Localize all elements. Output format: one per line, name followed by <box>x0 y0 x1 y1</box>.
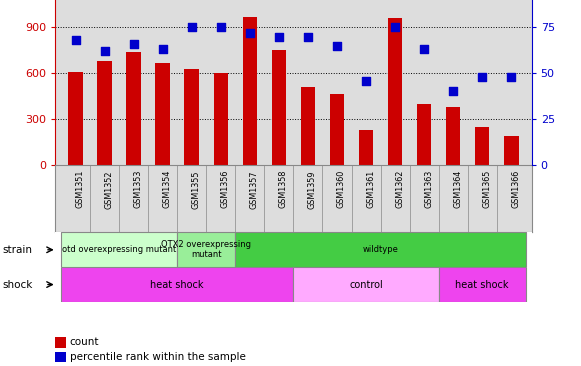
Text: GSM1351: GSM1351 <box>76 170 84 209</box>
Bar <box>330 94 344 165</box>
Bar <box>61 267 293 302</box>
Point <box>100 48 109 54</box>
Point <box>419 46 429 52</box>
Text: shock: shock <box>3 280 33 290</box>
Text: GSM1354: GSM1354 <box>163 170 171 209</box>
Bar <box>156 63 170 165</box>
Text: GSM1356: GSM1356 <box>221 170 229 209</box>
Point <box>129 41 138 47</box>
Point <box>187 25 196 30</box>
Text: OTX2 overexpressing
mutant: OTX2 overexpressing mutant <box>162 240 251 259</box>
Point <box>274 34 284 40</box>
Point <box>478 74 487 80</box>
Text: GSM1365: GSM1365 <box>482 170 491 209</box>
Text: heat shock: heat shock <box>150 280 204 290</box>
Text: percentile rank within the sample: percentile rank within the sample <box>70 352 246 362</box>
Text: heat shock: heat shock <box>456 280 509 290</box>
Bar <box>446 107 460 165</box>
Bar <box>185 69 199 165</box>
Text: GSM1360: GSM1360 <box>337 170 346 208</box>
Text: GSM1361: GSM1361 <box>366 170 375 208</box>
Bar <box>214 73 228 165</box>
Text: GSM1363: GSM1363 <box>424 170 433 208</box>
Point <box>361 78 371 83</box>
Bar <box>272 50 286 165</box>
Text: GSM1359: GSM1359 <box>308 170 317 209</box>
Text: GSM1366: GSM1366 <box>511 170 520 208</box>
Text: GSM1355: GSM1355 <box>192 170 200 209</box>
Point <box>390 25 400 30</box>
Bar <box>504 137 519 165</box>
Bar <box>98 61 112 165</box>
Point <box>245 30 254 36</box>
Text: count: count <box>70 337 99 347</box>
Text: GSM1352: GSM1352 <box>105 170 113 209</box>
Bar <box>439 267 526 302</box>
Text: GSM1362: GSM1362 <box>395 170 404 209</box>
Point <box>332 43 342 49</box>
Point <box>303 34 313 40</box>
Bar <box>235 232 526 267</box>
Text: wildtype: wildtype <box>363 245 399 254</box>
Bar <box>475 127 490 165</box>
Bar <box>359 130 374 165</box>
Bar <box>61 232 177 267</box>
Point <box>507 74 516 80</box>
Bar <box>127 52 141 165</box>
Bar <box>388 18 402 165</box>
Text: GSM1357: GSM1357 <box>250 170 259 209</box>
Bar <box>177 232 235 267</box>
Bar <box>69 72 83 165</box>
Text: GSM1364: GSM1364 <box>453 170 462 208</box>
Text: strain: strain <box>3 245 33 255</box>
Bar <box>243 17 257 165</box>
Point <box>158 46 167 52</box>
Bar <box>417 104 431 165</box>
Text: control: control <box>349 280 383 290</box>
Text: GSM1358: GSM1358 <box>279 170 288 209</box>
Text: GSM1353: GSM1353 <box>134 170 142 209</box>
Text: otd overexpressing mutant: otd overexpressing mutant <box>62 245 176 254</box>
Bar <box>301 87 315 165</box>
Bar <box>293 267 439 302</box>
Point <box>449 89 458 94</box>
Point <box>71 37 80 43</box>
Point <box>216 25 225 30</box>
